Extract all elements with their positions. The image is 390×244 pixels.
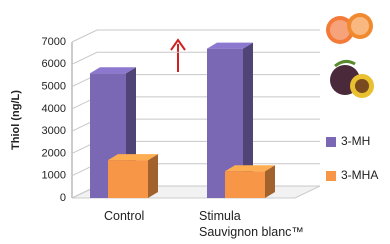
passionfruit-icon — [330, 61, 374, 98]
arrow — [171, 40, 185, 72]
y-tick-label: 6000 — [42, 58, 66, 70]
y-tick-label: 2000 — [42, 147, 66, 159]
bar — [108, 154, 158, 198]
grapefruit-icon — [326, 13, 373, 44]
y-tick-label: 1000 — [42, 170, 66, 182]
x-tick-label: Stimula Sauvignon blanc™ — [199, 208, 304, 240]
y-tick-label: 4000 — [42, 103, 66, 115]
y-tick-label: 3000 — [42, 125, 66, 137]
y-tick-label: 7000 — [42, 36, 66, 48]
legend-label: 3-MH — [341, 134, 370, 148]
y-axis-label: Thiol (ng/L) — [10, 90, 22, 150]
x-tick-label: Control — [104, 208, 144, 224]
chart: Thiol (ng/L) 0 1000 2000 3000 4000 5000 6000 70… — [0, 0, 390, 244]
bar-front — [108, 160, 148, 198]
page: {"chart_data": {"type": "bar3d", "y_labe… — [0, 0, 390, 244]
y-tick-label: 0 — [60, 192, 66, 204]
legend-swatch — [326, 171, 336, 181]
grid-line — [72, 52, 320, 64]
legend-label: 3-MHA — [341, 168, 378, 182]
grid-line — [72, 30, 320, 42]
y-tick-label: 5000 — [42, 80, 66, 92]
legend-swatch — [326, 137, 336, 147]
bar — [225, 165, 275, 198]
bar-front — [225, 171, 265, 198]
bar-side — [148, 154, 158, 198]
